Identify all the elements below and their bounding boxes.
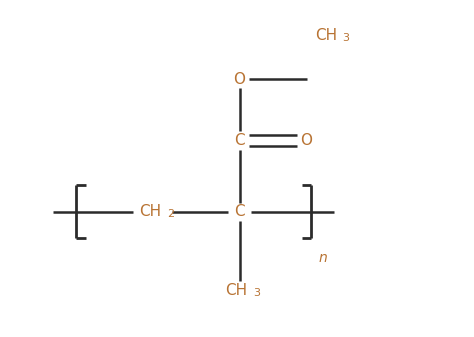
Text: 3: 3 bbox=[343, 33, 349, 43]
Text: CH: CH bbox=[139, 204, 161, 219]
Text: 3: 3 bbox=[253, 288, 260, 298]
Text: 2: 2 bbox=[167, 209, 174, 219]
Text: C: C bbox=[234, 204, 245, 219]
Text: O: O bbox=[300, 133, 312, 148]
Text: n: n bbox=[319, 251, 328, 265]
Text: O: O bbox=[234, 72, 246, 87]
Text: CH: CH bbox=[315, 28, 337, 43]
Text: CH: CH bbox=[226, 283, 247, 298]
Text: C: C bbox=[234, 133, 245, 148]
